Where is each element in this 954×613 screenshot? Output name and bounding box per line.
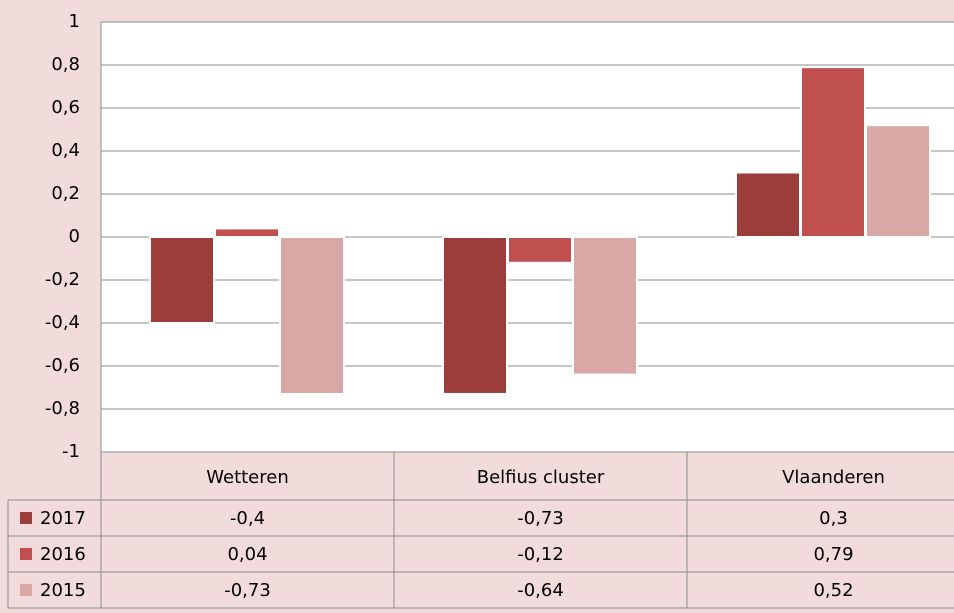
y-tick-label: -0,6	[45, 355, 80, 376]
y-tick-label: 0	[69, 226, 80, 247]
bar	[800, 66, 866, 239]
y-tick-label: 1	[69, 11, 80, 32]
table-cell: -0,12	[517, 544, 564, 565]
table-cell: 0,52	[813, 580, 853, 601]
legend-swatch	[20, 548, 32, 560]
bar	[149, 236, 215, 324]
bar	[214, 227, 280, 238]
y-tick-label: -1	[62, 441, 80, 462]
category-label: Belfius cluster	[477, 467, 605, 488]
legend-label: 2015	[40, 580, 86, 601]
category-label: Vlaanderen	[782, 467, 885, 488]
legend-label: 2016	[40, 544, 86, 565]
table-cell: -0,64	[517, 580, 564, 601]
table-cell: -0,73	[224, 580, 271, 601]
y-tick-label: -0,4	[45, 312, 80, 333]
bar	[279, 236, 345, 395]
bar	[442, 236, 508, 395]
bar	[865, 124, 931, 238]
y-tick-label: 0,8	[51, 54, 80, 75]
table-cell: 0,79	[813, 544, 853, 565]
legend-swatch	[20, 584, 32, 596]
legend-swatch	[20, 512, 32, 524]
table-cell: -0,4	[230, 508, 265, 529]
bar	[507, 236, 573, 264]
y-tick-label: -0,2	[45, 269, 80, 290]
bar	[735, 171, 801, 238]
y-tick-label: 0,4	[51, 140, 80, 161]
y-tick-label: -0,8	[45, 398, 80, 419]
table-cell: 0,3	[819, 508, 848, 529]
category-label: Wetteren	[206, 467, 289, 488]
y-tick-label: 0,2	[51, 183, 80, 204]
table-cell: 0,04	[227, 544, 267, 565]
y-tick-label: 0,6	[51, 97, 80, 118]
bar	[572, 236, 638, 376]
table-cell: -0,73	[517, 508, 564, 529]
legend-label: 2017	[40, 508, 86, 529]
